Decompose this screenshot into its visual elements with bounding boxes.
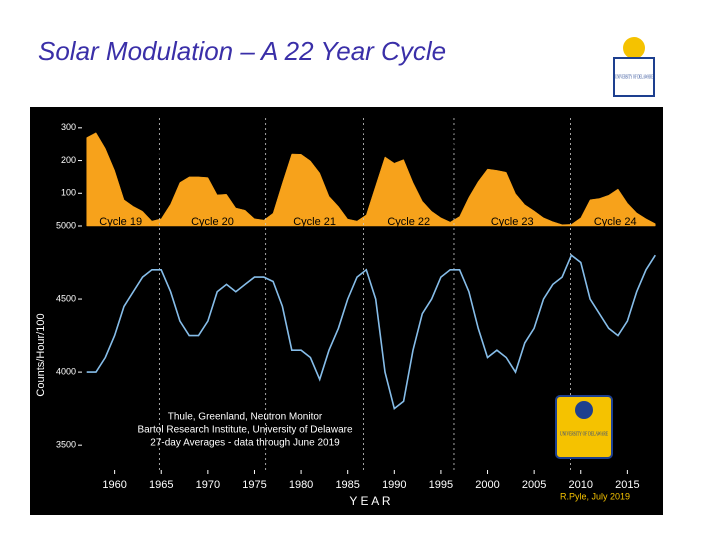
x-tick-label: 1965 <box>149 479 173 491</box>
x-tick-label: 1990 <box>382 479 406 491</box>
logo-text: UNIVERSITY OF DELAWARE <box>560 431 608 437</box>
annotation: Thule, Greenland, Neutron Monitor <box>168 412 323 423</box>
annotation: Source: WDC-SILSO, Royal Observatory of … <box>334 126 610 137</box>
y-tick-label: 4500 <box>56 293 76 303</box>
y-tick-label: 300 <box>61 122 76 132</box>
y-axis-label: Counts/Hour/100 <box>35 313 47 396</box>
y-tick-label: 200 <box>61 155 76 165</box>
cycle-label: Cycle 24 <box>594 216 637 228</box>
annotation: Monthly Averages <box>150 149 229 160</box>
logo-text: UNIVERSITY OF DELAWARE <box>615 74 653 80</box>
annotation: http://sidc.be/silso/datafiles <box>418 140 526 150</box>
annotation: Bartol Research Institute, University of… <box>137 425 353 436</box>
line <box>86 253 656 410</box>
logo-sun <box>575 401 593 419</box>
logo-shield <box>555 395 613 459</box>
cycle-label: Cycle 20 <box>191 216 234 228</box>
x-tick-label: 2000 <box>475 479 499 491</box>
x-tick-label: 1975 <box>242 479 266 491</box>
logo: UNIVERSITY OF DELAWARE <box>555 395 613 459</box>
x-axis-label: Y E A R <box>349 494 390 508</box>
annotation: 27-day Averages - data through June 2019 <box>150 438 340 449</box>
logo-sun <box>623 37 645 59</box>
x-tick-label: 1960 <box>102 479 126 491</box>
x-tick-label: 2010 <box>569 479 593 491</box>
y-tick-label: 5000 <box>56 220 76 230</box>
area <box>86 132 656 227</box>
cycle-label: Cycle 21 <box>293 216 336 228</box>
logo: UNIVERSITY OF DELAWARE <box>613 37 655 97</box>
x-tick-label: 2005 <box>522 479 546 491</box>
y-tick-label: 4000 <box>56 366 76 376</box>
credit: R.Pyle, July 2019 <box>560 491 630 501</box>
logo-shield <box>613 57 655 97</box>
y-tick-label: 3500 <box>56 440 76 450</box>
x-tick-label: 1980 <box>289 479 313 491</box>
cycle-label: Cycle 23 <box>491 216 534 228</box>
cycle-label: Cycle 19 <box>99 216 142 228</box>
annotation: Smoothed Sunspot Number <box>128 136 252 147</box>
x-tick-label: 1985 <box>335 479 359 491</box>
y-tick-label: 100 <box>61 188 76 198</box>
x-tick-label: 1970 <box>196 479 220 491</box>
cycle-label: Cycle 22 <box>387 216 430 228</box>
x-tick-label: 1995 <box>429 479 453 491</box>
x-tick-label: 2015 <box>615 479 639 491</box>
slide-title: Solar Modulation – A 22 Year Cycle <box>38 36 446 66</box>
